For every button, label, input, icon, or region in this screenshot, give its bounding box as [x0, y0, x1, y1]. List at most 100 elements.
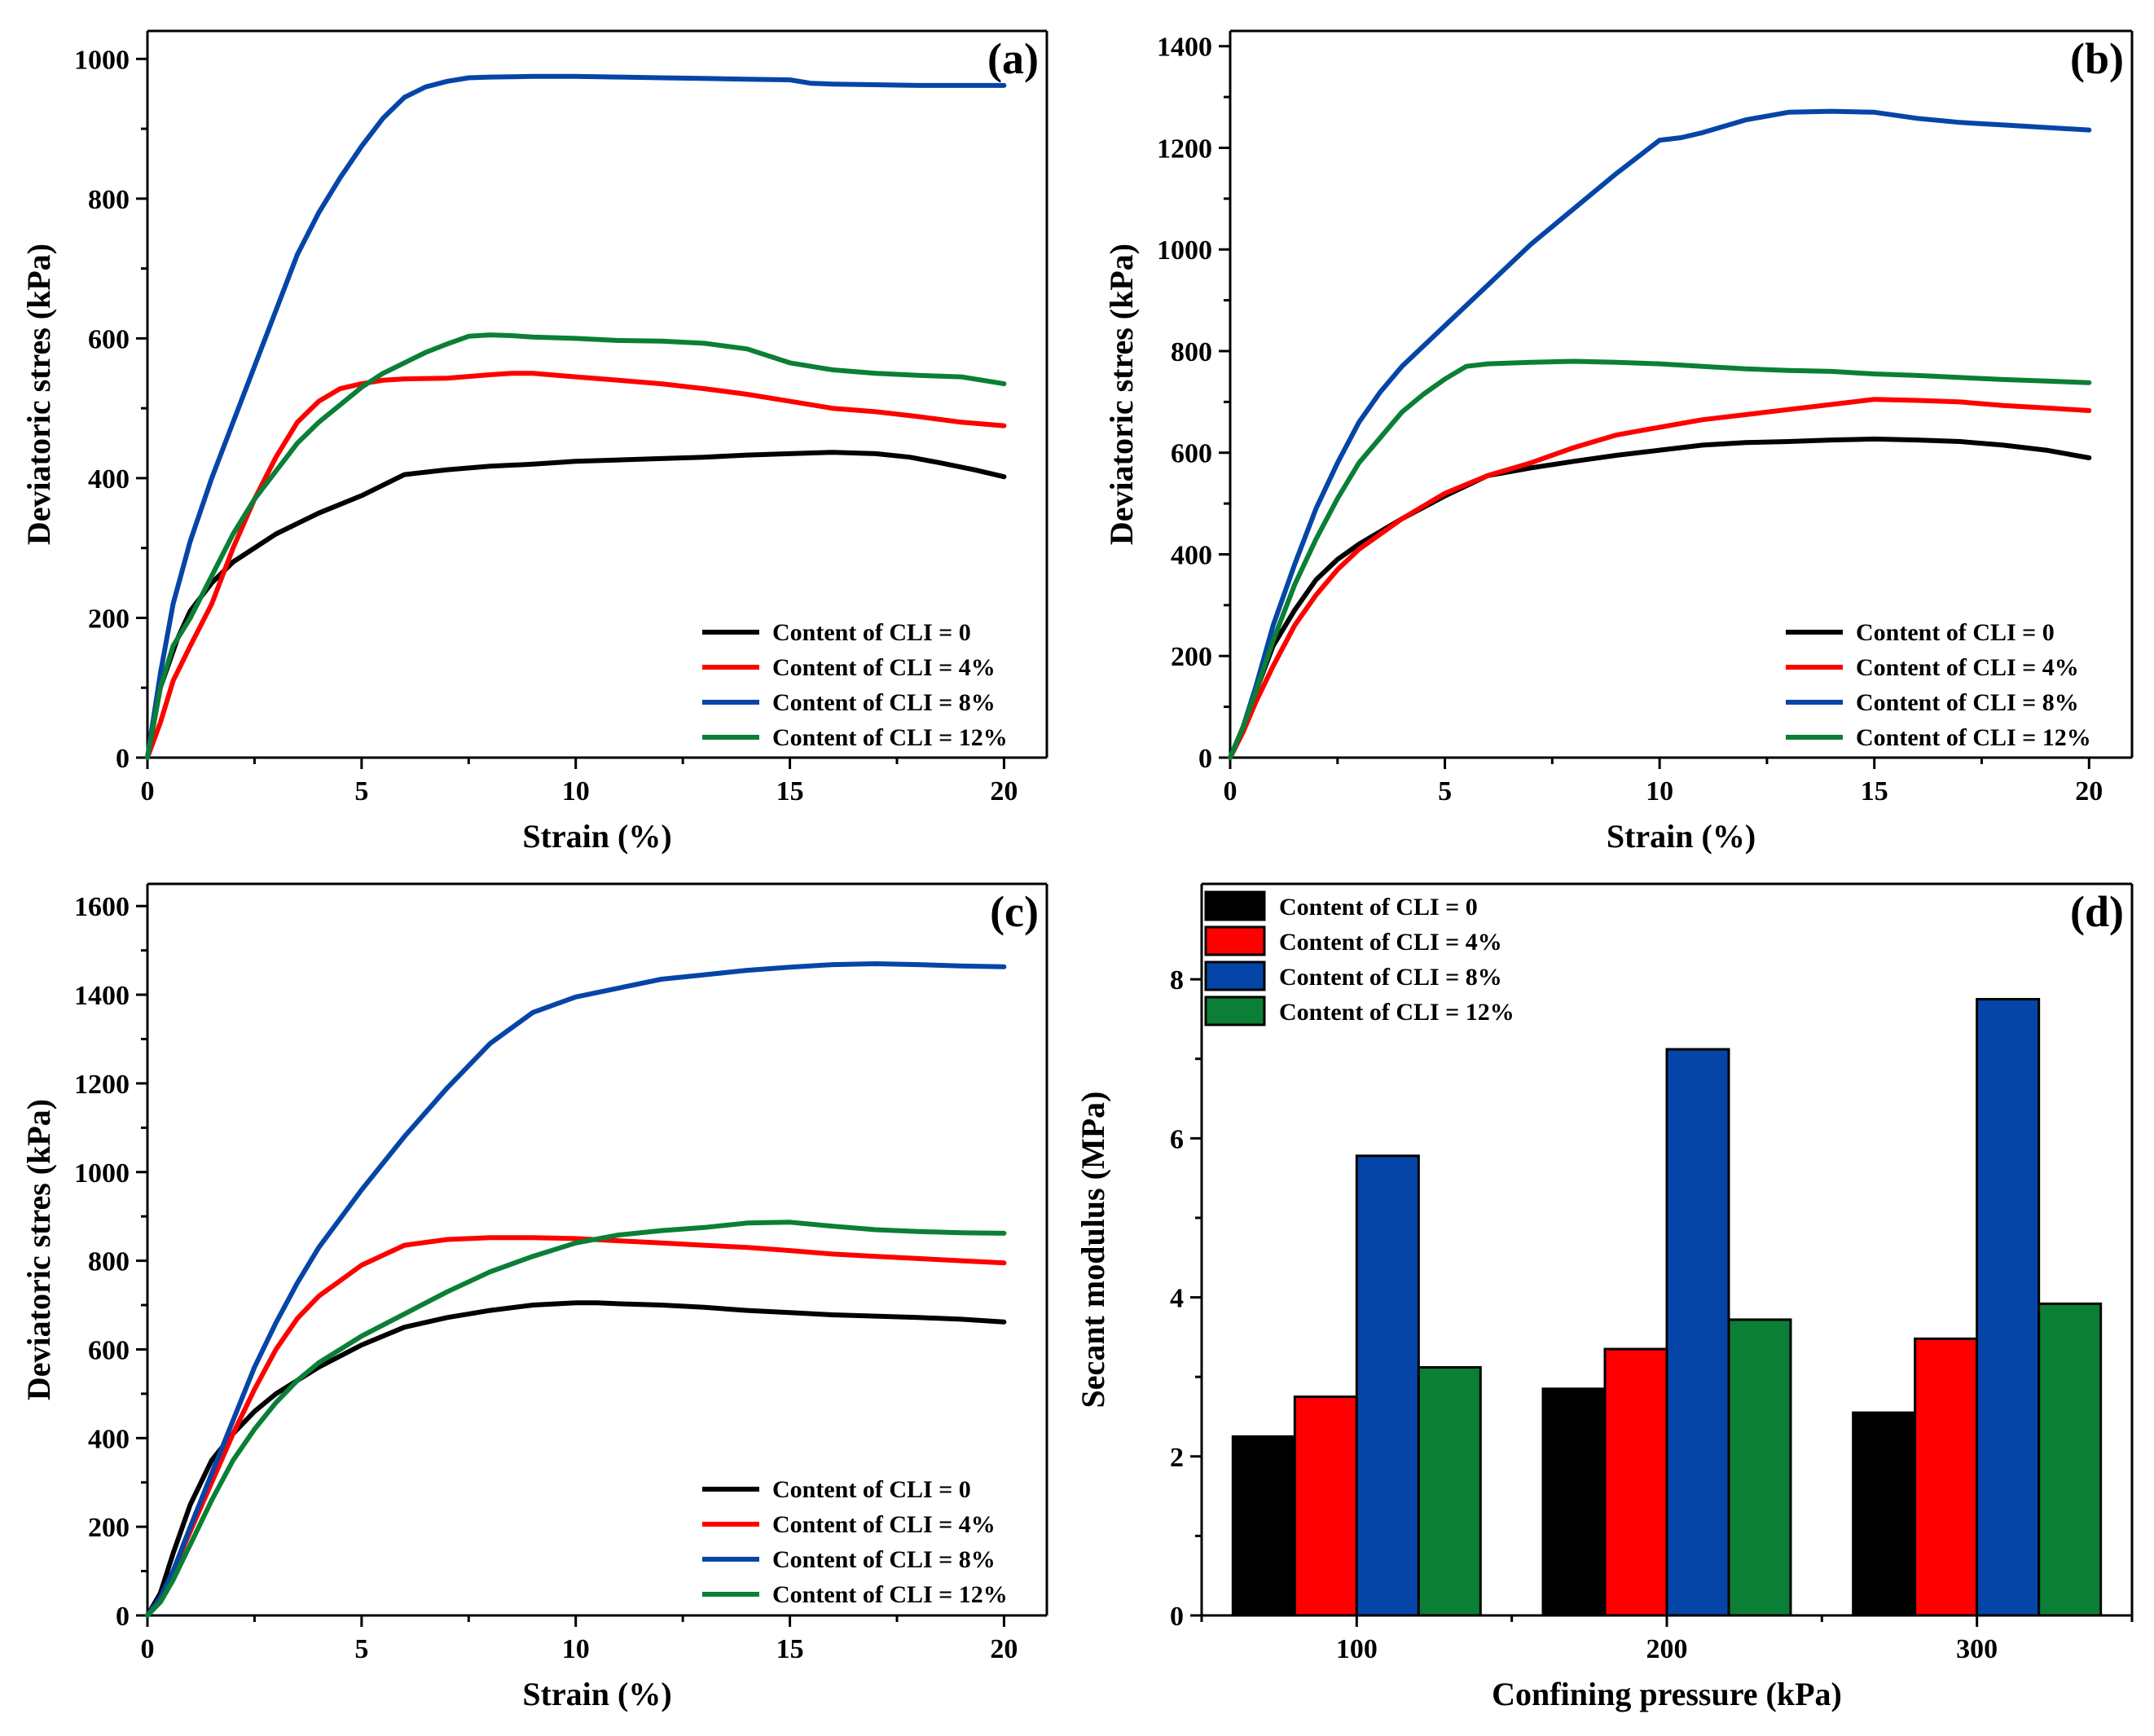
legend-label-0: Content of CLI = 0 — [1279, 894, 1478, 921]
series-line-cli-2 — [145, 961, 1007, 1618]
x-tick-label: 15 — [1861, 776, 1888, 806]
panel-label: (a) — [987, 34, 1039, 83]
series-line-cli-1 — [145, 1235, 1007, 1618]
y-tick-label: 600 — [88, 324, 130, 354]
y-tick-label: 200 — [88, 604, 130, 634]
y-tick-label: 200 — [88, 1513, 130, 1543]
y-tick-label: 600 — [88, 1335, 130, 1365]
x-tick-label: 15 — [776, 776, 804, 806]
y-tick-label: 0 — [1170, 1602, 1184, 1632]
y-tick-label: 800 — [1171, 337, 1212, 367]
y-tick-label: 800 — [88, 185, 130, 215]
y-axis-title: Deviatoric stres (kPa) — [20, 244, 57, 545]
x-tick-label: 0 — [141, 1634, 155, 1664]
x-tick-label: 0 — [141, 776, 155, 806]
y-tick-label: 2 — [1170, 1443, 1184, 1473]
bar-200-cli-3 — [1727, 1318, 1792, 1617]
panel-label: (c) — [990, 887, 1039, 936]
x-tick-label: 10 — [1646, 776, 1673, 806]
legend-swatch-3 — [1204, 995, 1266, 1026]
x-tick-label: 20 — [2075, 776, 2103, 806]
legend-label-0: Content of CLI = 0 — [1856, 619, 2055, 646]
x-tick-label: 20 — [990, 1634, 1018, 1664]
y-tick-label: 0 — [1198, 744, 1212, 774]
legend-label-2: Content of CLI = 8% — [772, 1546, 996, 1573]
y-tick-label: 8 — [1170, 965, 1184, 995]
legend-swatch-0 — [1204, 890, 1266, 921]
legend-label-3: Content of CLI = 12% — [1279, 999, 1514, 1026]
x-tick-label: 5 — [1438, 776, 1452, 806]
series-line-cli-1 — [1228, 397, 2092, 760]
legend-label-2: Content of CLI = 8% — [1856, 689, 2079, 716]
x-tick-label: 100 — [1336, 1634, 1378, 1664]
x-tick-label: 10 — [562, 776, 590, 806]
y-tick-label: 0 — [116, 1602, 130, 1632]
bar-300-cli-3 — [2038, 1302, 2103, 1617]
x-tick-label: 10 — [562, 1634, 590, 1664]
y-tick-label: 1000 — [74, 1158, 130, 1189]
y-tick-label: 400 — [1171, 540, 1212, 570]
bar-300-cli-1 — [1914, 1337, 1979, 1617]
legend-label-3: Content of CLI = 12% — [1856, 724, 2091, 751]
y-tick-label: 1200 — [1157, 134, 1212, 164]
y-tick-label: 800 — [88, 1247, 130, 1277]
bar-100-cli-2 — [1355, 1154, 1420, 1617]
y-tick-label: 6 — [1170, 1124, 1184, 1154]
series-line-cli-3 — [145, 332, 1007, 760]
bar-100-cli-1 — [1293, 1395, 1358, 1617]
bar-300-cli-0 — [1852, 1411, 1917, 1617]
y-tick-label: 400 — [88, 1424, 130, 1454]
x-axis-title: Confining pressure (kPa) — [1492, 1676, 1842, 1712]
bar-300-cli-2 — [1976, 998, 2041, 1617]
legend-label-1: Content of CLI = 4% — [1856, 654, 2079, 681]
y-tick-label: 0 — [116, 744, 130, 774]
x-tick-label: 0 — [1224, 776, 1237, 806]
series-line-cli-3 — [145, 1220, 1007, 1618]
bar-100-cli-0 — [1231, 1435, 1296, 1617]
bar-200-cli-1 — [1603, 1347, 1668, 1617]
legend-label-3: Content of CLI = 12% — [772, 724, 1008, 751]
legend-label-1: Content of CLI = 4% — [772, 1511, 996, 1538]
panel-label: (b) — [2070, 34, 2124, 83]
x-axis-title: Strain (%) — [522, 1676, 671, 1712]
legend-swatch-1 — [1204, 925, 1266, 956]
legend-swatch-2 — [1204, 960, 1266, 991]
x-axis-title: Strain (%) — [522, 818, 671, 855]
y-axis-title: Secant modulus (MPa) — [1075, 1092, 1111, 1409]
y-tick-label: 200 — [1171, 642, 1212, 672]
y-tick-label: 1200 — [74, 1070, 130, 1100]
series-line-cli-3 — [1228, 358, 2092, 760]
legend-label-0: Content of CLI = 0 — [772, 619, 971, 646]
x-tick-label: 200 — [1646, 1634, 1688, 1664]
x-tick-label: 20 — [990, 776, 1018, 806]
series-line-cli-2 — [145, 73, 1007, 760]
panel-d-bar-chart: 0 2 4 6 8 Secant modulus (MPa) Confining press… — [1075, 882, 2134, 1712]
series-line-cli-0 — [145, 1300, 1007, 1618]
y-tick-label: 600 — [1171, 439, 1212, 469]
panel-c-line-chart: 02004006008001000120014001600Deviatoric … — [20, 882, 1048, 1712]
y-axis-title: Deviatoric stres (kPa) — [20, 1099, 57, 1400]
series-line-cli-0 — [1228, 436, 2092, 760]
legend-label-1: Content of CLI = 4% — [1279, 929, 1502, 956]
series-line-cli-0 — [145, 450, 1007, 760]
y-tick-label: 1000 — [1157, 235, 1212, 266]
series-line-cli-1 — [145, 371, 1007, 760]
series-line-cli-2 — [1228, 108, 2092, 760]
bar-200-cli-0 — [1541, 1387, 1607, 1617]
y-tick-label: 1000 — [74, 45, 130, 75]
legend-label-2: Content of CLI = 8% — [1279, 964, 1502, 991]
y-tick-label: 400 — [88, 464, 130, 494]
legend-label-3: Content of CLI = 12% — [772, 1581, 1008, 1608]
y-tick-label: 1600 — [74, 892, 130, 922]
x-tick-label: 5 — [354, 1634, 368, 1664]
bar-100-cli-3 — [1417, 1365, 1482, 1617]
legend-label-2: Content of CLI = 8% — [772, 689, 996, 716]
y-tick-label: 4 — [1170, 1284, 1184, 1314]
legend-label-1: Content of CLI = 4% — [772, 654, 996, 681]
x-axis-title: Strain (%) — [1607, 818, 1756, 855]
legend-label-0: Content of CLI = 0 — [772, 1476, 971, 1503]
